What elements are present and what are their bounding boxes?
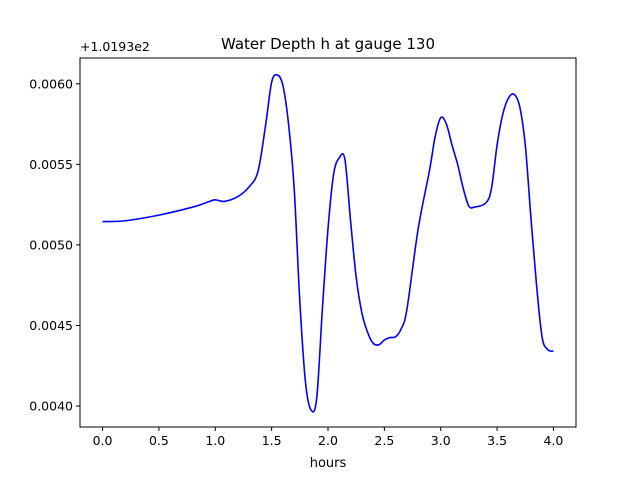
x-tick-label: 1.0 [205, 433, 225, 448]
x-tick-label: 3.5 [487, 433, 507, 448]
x-axis-ticks: 0.0 0.5 1.0 1.5 2.0 2.5 3.0 3.5 4.0 [93, 427, 564, 448]
y-axis-ticks: 0.0040 0.0045 0.0050 0.0055 0.0060 [29, 76, 80, 414]
x-tick-label: 2.5 [374, 433, 394, 448]
y-offset-label: +1.0193e2 [80, 39, 150, 54]
y-tick-label: 0.0055 [29, 157, 73, 172]
chart-title: Water Depth h at gauge 130 [221, 35, 435, 53]
x-tick-label: 2.0 [318, 433, 338, 448]
series-group [102, 73, 554, 413]
y-tick-label: 0.0050 [29, 237, 73, 252]
plot-area-frame [79, 57, 577, 428]
x-tick-label: 1.5 [262, 433, 282, 448]
x-tick-label: 3.0 [431, 433, 451, 448]
x-tick-label: 0.5 [149, 433, 169, 448]
x-axis-label: hours [310, 456, 347, 471]
y-tick-label: 0.0060 [29, 76, 73, 91]
series-line [102, 73, 554, 413]
y-tick-label: 0.0045 [29, 318, 73, 333]
x-tick-label: 4.0 [544, 433, 564, 448]
y-tick-label: 0.0040 [29, 399, 73, 414]
x-tick-label: 0.0 [93, 433, 113, 448]
